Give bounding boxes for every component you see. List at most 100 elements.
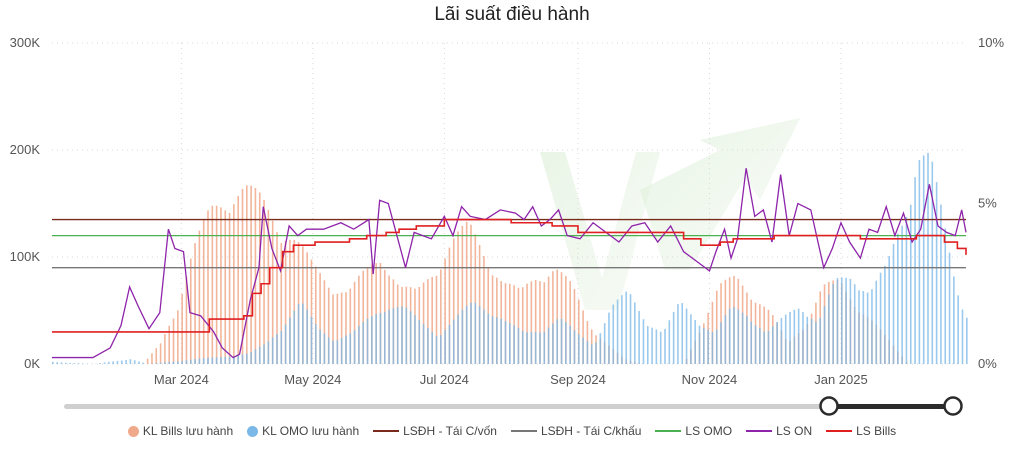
bar xyxy=(82,363,84,364)
slider-selected-range[interactable] xyxy=(829,404,953,409)
bar xyxy=(418,319,421,364)
bar xyxy=(366,318,369,364)
bar xyxy=(866,292,869,364)
bar xyxy=(293,310,296,364)
bar xyxy=(621,295,623,364)
bar xyxy=(741,312,744,364)
bar xyxy=(388,309,390,364)
bar xyxy=(371,264,373,364)
bar xyxy=(258,346,261,364)
legend-label: LS ON xyxy=(776,424,813,438)
bar xyxy=(547,276,550,364)
series-line xyxy=(52,168,967,359)
bar xyxy=(284,240,287,364)
bar xyxy=(220,207,222,364)
bar xyxy=(263,199,265,364)
bar xyxy=(539,332,541,364)
bar xyxy=(909,204,912,364)
bar xyxy=(164,334,166,364)
bar xyxy=(332,340,334,364)
bar xyxy=(327,337,330,364)
bar xyxy=(509,323,511,364)
bar xyxy=(573,330,576,364)
bar xyxy=(155,348,158,364)
legend-item[interactable]: LS OMO xyxy=(655,424,732,438)
bar xyxy=(711,331,714,364)
bar xyxy=(690,314,692,364)
legend-item[interactable]: LSĐH - Tái C/khấu xyxy=(510,424,642,438)
legend-item[interactable]: KL OMO lưu hành xyxy=(247,424,359,438)
slider-handle-start[interactable] xyxy=(819,396,839,416)
bar xyxy=(215,357,218,364)
bar xyxy=(703,327,705,364)
bar xyxy=(241,188,244,364)
bar xyxy=(142,362,145,364)
bar xyxy=(99,363,102,364)
bar xyxy=(927,152,929,364)
bar xyxy=(750,321,753,364)
bar xyxy=(151,353,153,364)
bar xyxy=(815,321,817,364)
bar xyxy=(228,212,231,364)
bar xyxy=(966,317,968,364)
bar xyxy=(375,314,377,364)
watermark-logo xyxy=(540,118,800,310)
legend-label: LSĐH - Tái C/khấu xyxy=(540,424,642,438)
bar xyxy=(802,312,804,364)
bar xyxy=(500,318,502,364)
bar xyxy=(776,321,778,364)
legend-item[interactable]: KL Bills lưu hành xyxy=(127,424,233,438)
bar xyxy=(573,289,576,364)
bar xyxy=(194,243,196,364)
bar xyxy=(215,205,218,364)
bar xyxy=(823,306,826,364)
bar xyxy=(233,356,235,364)
x-tick-label: Mar 2024 xyxy=(154,372,209,387)
bar xyxy=(289,317,291,364)
bar xyxy=(556,319,559,364)
bar xyxy=(185,276,188,364)
bar xyxy=(897,233,899,364)
bar xyxy=(478,245,481,364)
bar xyxy=(159,343,162,364)
bar xyxy=(189,258,192,364)
slider-track[interactable] xyxy=(64,404,954,409)
bar xyxy=(207,210,209,364)
bar xyxy=(211,357,214,364)
bar xyxy=(310,316,313,364)
bar xyxy=(461,225,464,364)
legend-swatch xyxy=(826,430,853,432)
legend-swatch xyxy=(746,430,773,432)
bar xyxy=(737,309,740,364)
bar xyxy=(60,362,63,364)
bar xyxy=(935,182,938,364)
bar xyxy=(836,278,839,364)
range-slider[interactable] xyxy=(64,396,963,416)
y-left-tick-label: 200K xyxy=(10,142,41,157)
bar xyxy=(297,241,300,364)
bar xyxy=(401,306,403,364)
bar xyxy=(112,361,114,364)
legend-label: LS OMO xyxy=(685,424,733,438)
bar xyxy=(517,287,520,364)
bar xyxy=(496,317,498,364)
slider-handle-end[interactable] xyxy=(943,396,963,416)
bar xyxy=(254,188,257,364)
legend-item[interactable]: LSĐH - Tái C/vốn xyxy=(373,424,497,438)
bar xyxy=(237,195,239,364)
bar xyxy=(832,283,834,364)
bar xyxy=(440,269,442,364)
legend-item[interactable]: LS Bills xyxy=(826,424,896,438)
bar xyxy=(177,310,179,364)
bar xyxy=(327,287,330,364)
bar xyxy=(207,357,209,364)
bar xyxy=(353,281,356,364)
bar xyxy=(521,287,524,364)
bar xyxy=(616,299,619,364)
legend-item[interactable]: LS ON xyxy=(746,424,812,438)
bar xyxy=(177,361,179,364)
bar xyxy=(444,258,446,364)
bar xyxy=(189,359,192,364)
bar xyxy=(543,331,546,364)
